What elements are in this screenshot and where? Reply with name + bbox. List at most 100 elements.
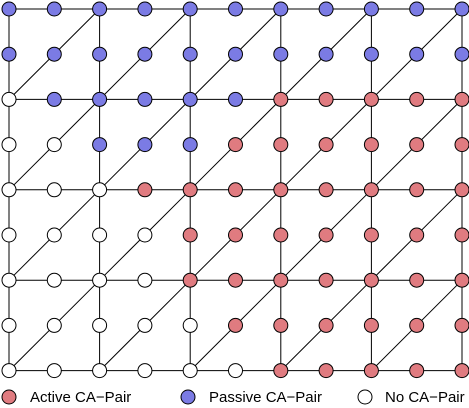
node-active [409, 363, 425, 379]
node-none [46, 317, 62, 333]
node-passive [137, 46, 153, 62]
node-none [137, 363, 153, 379]
node-active [363, 91, 379, 107]
node-active [363, 363, 379, 379]
legend: Active CA−Pair Passive CA−Pair No CA−Pai… [1, 389, 465, 406]
node-none [1, 91, 17, 107]
legend-marker-none [357, 389, 373, 405]
node-passive [454, 1, 469, 17]
node-active [454, 317, 469, 333]
node-active [454, 363, 469, 379]
node-active [228, 137, 243, 153]
legend-label-passive: Passive CA−Pair [209, 389, 322, 406]
node-active [182, 182, 198, 198]
node-passive [46, 46, 62, 62]
node-none [228, 363, 243, 379]
node-passive [137, 137, 153, 153]
node-active [454, 272, 469, 288]
node-passive [46, 1, 62, 17]
legend-label-active: Active CA−Pair [30, 389, 131, 406]
node-none [46, 137, 62, 153]
node-active [137, 182, 153, 198]
node-none [137, 227, 153, 243]
node-passive [182, 46, 198, 62]
node-active [409, 182, 425, 198]
node-none [1, 227, 17, 243]
node-passive [409, 1, 425, 17]
node-none [46, 227, 62, 243]
node-active [363, 182, 379, 198]
node-passive [273, 1, 289, 17]
node-active [409, 227, 425, 243]
node-active [318, 182, 334, 198]
node-active [409, 137, 425, 153]
node-active [182, 227, 198, 243]
node-none [1, 137, 17, 153]
lattice-nodes [1, 1, 469, 379]
node-passive [228, 1, 243, 17]
node-passive [46, 91, 62, 107]
node-passive [228, 46, 243, 62]
node-passive [454, 46, 469, 62]
node-active [318, 317, 334, 333]
node-none [92, 182, 108, 198]
node-passive [182, 91, 198, 107]
node-passive [318, 46, 334, 62]
node-passive [137, 91, 153, 107]
node-active [318, 91, 334, 107]
legend-marker-active [1, 389, 17, 405]
node-active [454, 137, 469, 153]
node-none [182, 363, 198, 379]
node-active [363, 137, 379, 153]
node-active [409, 317, 425, 333]
node-passive [409, 46, 425, 62]
node-passive [1, 46, 17, 62]
node-active [273, 317, 289, 333]
node-active [318, 363, 334, 379]
node-active [363, 227, 379, 243]
node-none [1, 182, 17, 198]
node-active [363, 317, 379, 333]
node-none [1, 272, 17, 288]
node-passive [92, 1, 108, 17]
node-none [46, 182, 62, 198]
node-none [92, 363, 108, 379]
node-passive [182, 1, 198, 17]
node-active [228, 227, 243, 243]
legend-marker-passive [180, 389, 196, 405]
node-none [92, 317, 108, 333]
node-active [273, 363, 289, 379]
node-active [454, 227, 469, 243]
node-active [409, 91, 425, 107]
node-none [92, 227, 108, 243]
node-none [1, 317, 17, 333]
node-passive [92, 91, 108, 107]
node-active [409, 272, 425, 288]
node-active [454, 182, 469, 198]
legend-label-none: No CA−Pair [385, 389, 465, 406]
node-passive [363, 1, 379, 17]
node-active [273, 227, 289, 243]
node-active [273, 137, 289, 153]
node-none [182, 317, 198, 333]
node-none [46, 272, 62, 288]
node-active [318, 227, 334, 243]
node-active [363, 272, 379, 288]
node-active [273, 91, 289, 107]
node-passive [1, 1, 17, 17]
node-passive [318, 1, 334, 17]
node-active [228, 182, 243, 198]
node-none [92, 272, 108, 288]
node-passive [137, 1, 153, 17]
node-passive [363, 46, 379, 62]
node-none [137, 272, 153, 288]
node-active [182, 272, 198, 288]
node-active [228, 317, 243, 333]
node-active [273, 182, 289, 198]
node-passive [92, 137, 108, 153]
node-active [318, 137, 334, 153]
node-none [46, 363, 62, 379]
node-passive [228, 91, 243, 107]
node-none [137, 317, 153, 333]
